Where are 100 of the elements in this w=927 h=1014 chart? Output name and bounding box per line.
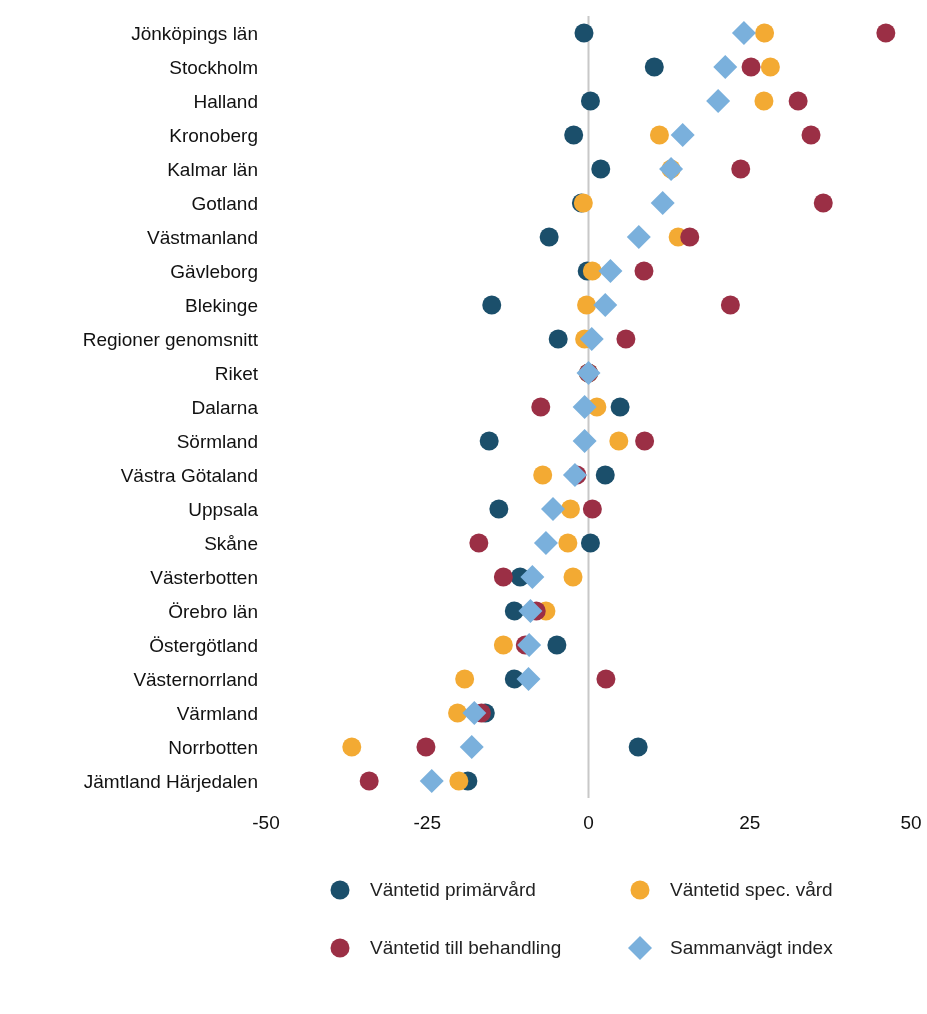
point bbox=[539, 227, 559, 247]
legend-label: Väntetid primärvård bbox=[370, 879, 536, 901]
point bbox=[547, 635, 567, 655]
y-tick-label: Dalarna bbox=[191, 396, 259, 418]
x-tick-label: -25 bbox=[413, 812, 441, 834]
y-tick-label: Gävleborg bbox=[170, 260, 258, 282]
x-tick-label: 25 bbox=[739, 812, 761, 834]
y-tick-label: Skåne bbox=[204, 532, 258, 554]
point bbox=[616, 329, 636, 349]
point bbox=[801, 125, 821, 145]
y-tick-label: Kalmar län bbox=[167, 158, 258, 180]
point bbox=[563, 567, 583, 587]
y-tick-label: Norrbotten bbox=[168, 736, 258, 758]
point bbox=[626, 225, 651, 249]
point bbox=[493, 635, 513, 655]
point bbox=[876, 23, 896, 43]
point bbox=[493, 567, 513, 587]
point bbox=[628, 737, 648, 757]
point bbox=[582, 261, 602, 281]
point bbox=[754, 91, 774, 111]
point bbox=[577, 295, 597, 315]
point bbox=[680, 227, 700, 247]
point bbox=[574, 23, 594, 43]
legend-label: Sammanvägt index bbox=[670, 937, 833, 959]
point bbox=[462, 701, 487, 725]
y-tick-label: Halland bbox=[193, 90, 258, 112]
y-tick-label: Kronoberg bbox=[169, 124, 258, 146]
y-tick-label: Västerbotten bbox=[150, 566, 258, 588]
point bbox=[595, 465, 615, 485]
point bbox=[548, 329, 568, 349]
point bbox=[449, 771, 469, 791]
point bbox=[813, 193, 833, 213]
point bbox=[591, 159, 611, 179]
point bbox=[359, 771, 379, 791]
y-tick-label: Stockholm bbox=[169, 56, 258, 78]
point bbox=[342, 737, 362, 757]
point bbox=[479, 431, 499, 451]
y-tick-label: Riket bbox=[214, 362, 259, 384]
point bbox=[760, 57, 780, 77]
point bbox=[579, 327, 604, 351]
y-tick-label: Jönköpings län bbox=[131, 22, 258, 44]
point bbox=[416, 737, 436, 757]
point bbox=[541, 497, 566, 521]
point bbox=[482, 295, 502, 315]
y-tick-label: Västernorrland bbox=[133, 668, 258, 690]
point bbox=[609, 431, 629, 451]
point bbox=[593, 293, 618, 317]
point bbox=[572, 395, 597, 419]
point bbox=[520, 565, 545, 589]
y-tick-label: Uppsala bbox=[188, 498, 259, 520]
point bbox=[448, 703, 468, 723]
point bbox=[517, 633, 542, 657]
point bbox=[634, 261, 654, 281]
point bbox=[731, 159, 751, 179]
x-tick-label: -50 bbox=[252, 812, 280, 834]
y-tick-label: Sörmland bbox=[176, 430, 258, 452]
point bbox=[720, 295, 740, 315]
y-tick-label: Västmanland bbox=[147, 226, 258, 248]
point bbox=[518, 599, 543, 623]
point bbox=[731, 21, 756, 45]
y-tick-label: Västra Götaland bbox=[120, 464, 258, 486]
point bbox=[713, 55, 738, 79]
point bbox=[649, 125, 669, 145]
x-tick-label: 50 bbox=[900, 812, 922, 834]
point bbox=[644, 57, 664, 77]
point bbox=[558, 533, 578, 553]
point bbox=[469, 533, 489, 553]
point bbox=[455, 669, 475, 689]
point bbox=[560, 499, 580, 519]
point bbox=[741, 57, 761, 77]
point bbox=[419, 769, 444, 793]
y-tick-label: Regioner genomsnitt bbox=[82, 328, 259, 350]
y-tick-label: Östergötland bbox=[149, 634, 258, 656]
point bbox=[504, 601, 524, 621]
legend-label: Väntetid till behandling bbox=[370, 937, 562, 959]
point bbox=[788, 91, 808, 111]
point bbox=[533, 531, 558, 555]
point bbox=[706, 89, 731, 113]
point bbox=[582, 499, 602, 519]
y-tick-label: Värmland bbox=[176, 702, 258, 724]
point bbox=[564, 125, 584, 145]
point bbox=[562, 463, 587, 487]
point bbox=[755, 23, 775, 43]
y-tick-label: Gotland bbox=[191, 192, 258, 214]
point bbox=[598, 259, 623, 283]
point bbox=[580, 533, 600, 553]
y-tick-label: Örebro län bbox=[168, 600, 258, 622]
point bbox=[596, 669, 616, 689]
x-tick-label: 0 bbox=[583, 812, 594, 834]
point bbox=[580, 91, 600, 111]
point bbox=[670, 123, 695, 147]
y-tick-label: Jämtland Härjedalen bbox=[83, 770, 258, 792]
point bbox=[650, 191, 675, 215]
point bbox=[531, 397, 551, 417]
point bbox=[489, 499, 509, 519]
point bbox=[533, 465, 553, 485]
point bbox=[610, 397, 630, 417]
point bbox=[516, 667, 541, 691]
y-tick-label: Blekinge bbox=[185, 294, 258, 316]
point bbox=[572, 429, 597, 453]
